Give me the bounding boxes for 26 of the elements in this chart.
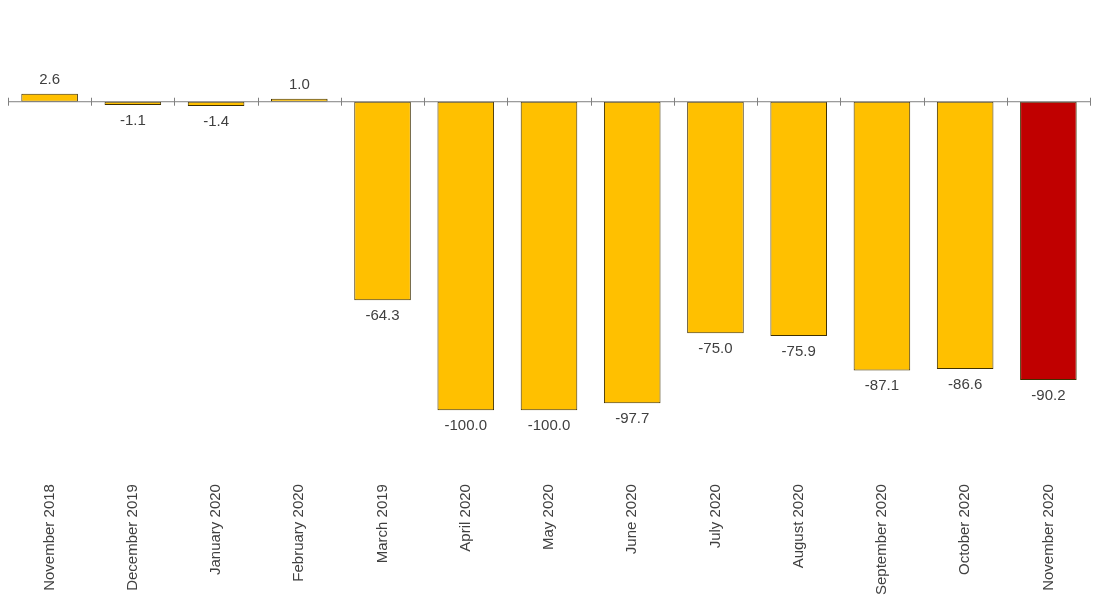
x-tick-label: February 2020 [289,484,307,582]
x-tick-label: August 2020 [788,484,806,569]
x-tick-label: December 2019 [122,484,140,591]
data-label: -87.1 [864,376,900,394]
data-label: -1.4 [203,111,230,129]
x-tick-label: March 2019 [372,484,390,564]
x-tick-label: July 2020 [705,484,723,549]
x-tick-label: November 2020 [1038,484,1056,591]
data-label: -90.2 [1031,385,1066,403]
x-tick-label: May 2020 [539,484,557,550]
data-label: 2.6 [39,70,61,88]
x-tick-label: June 2020 [622,484,640,555]
data-label: -64.3 [365,305,400,323]
data-label: 1.0 [288,75,310,93]
data-label: -100.0 [444,416,488,433]
data-label: -75.9 [781,341,816,359]
x-tick-label: April 2020 [455,484,473,552]
x-tick-label: October 2020 [955,484,973,575]
data-label: -86.6 [948,374,983,392]
x-tick-label: January 2020 [206,484,224,575]
data-label: -97.7 [615,408,650,426]
x-tick-label: November 2018 [39,484,57,591]
data-label: -100.0 [527,416,571,433]
x-tick-label: September 2020 [872,484,890,596]
data-label: -1.1 [119,110,146,128]
data-label: -75.0 [698,338,733,356]
